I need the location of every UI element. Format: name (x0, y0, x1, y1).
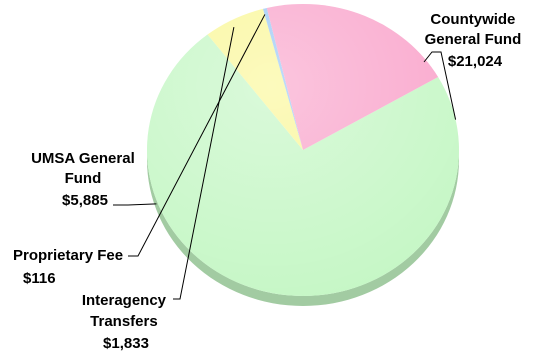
slice-label-interagency: Interagency Transfers $1,833 (82, 292, 170, 352)
slice-label-line: Countywide (430, 11, 515, 28)
slice-value-label: $21,024 (448, 53, 503, 70)
leader-countywide (423, 51, 457, 120)
slice-label-line: Fund (65, 170, 102, 187)
slice-label-line: Interagency (82, 292, 167, 309)
slice-label-countywide: Countywide General Fund $21,024 (425, 11, 526, 70)
slice-value-label: $1,833 (103, 335, 149, 352)
slice-label-umsa: UMSA General Fund $5,885 (31, 150, 139, 209)
leader-umsa (113, 203, 157, 206)
leader-interagency (173, 27, 235, 300)
slice-label-line: Proprietary Fee (13, 247, 123, 264)
leader-lines (113, 14, 457, 300)
slice-label-proprietary: Proprietary Fee $116 (13, 247, 127, 287)
slice-label-line: Transfers (90, 313, 158, 330)
slice-label-line: General Fund (425, 31, 522, 48)
leader-proprietary (128, 14, 266, 257)
slice-value-label: $116 (23, 270, 56, 287)
slice-label-line: UMSA General (31, 150, 135, 167)
slice-value-label: $5,885 (62, 192, 108, 209)
